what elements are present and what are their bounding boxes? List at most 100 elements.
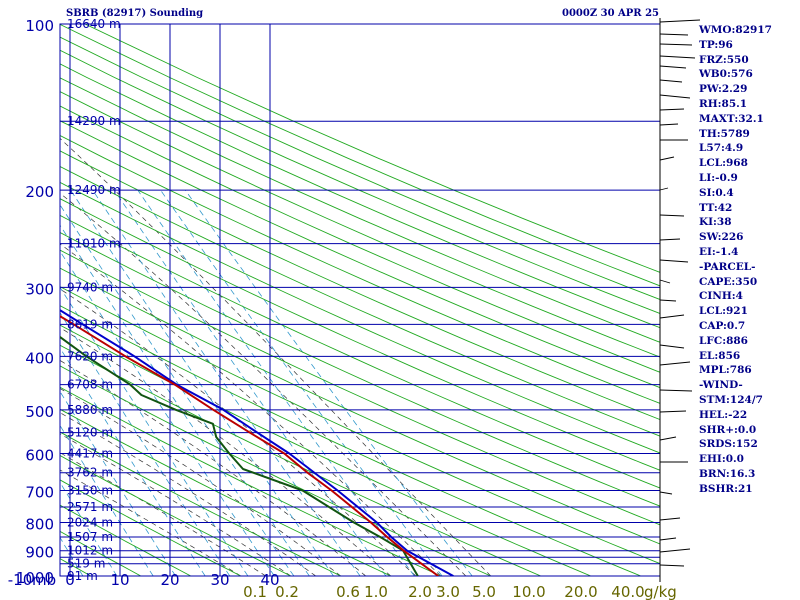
mixing-ratio-label: 2.0 — [408, 583, 432, 600]
height-label: 5120 m — [67, 426, 113, 440]
temperature-tick-label: 30 — [210, 571, 229, 589]
mixing-ratio-label: 1.0 — [364, 583, 388, 600]
temperature-tick-label: 10 — [110, 571, 129, 589]
wind-barb — [659, 389, 693, 392]
stability-index: LFC:886 — [699, 334, 748, 347]
height-label: 7620 m — [67, 349, 113, 363]
wind-barb — [659, 55, 696, 59]
stability-indices-list: WMO:82917 TP:96 FRZ:550 WB0:576 PW:2.29 RH:85… — [699, 23, 772, 497]
stability-index: EHI:0.0 — [699, 453, 744, 466]
wind-barb — [659, 65, 687, 69]
height-label: 5880 m — [67, 403, 113, 417]
wind-barb — [659, 361, 691, 366]
mixing-ratio-label: 20.0 — [564, 583, 597, 600]
stability-index: SHR+:0.0 — [699, 423, 757, 436]
pressure-tick-label: 900 — [25, 544, 54, 562]
wind-barb — [659, 314, 685, 319]
wind-barb — [659, 564, 685, 567]
height-label: 519 m — [67, 557, 105, 571]
stability-index: L57:4.9 — [699, 142, 744, 155]
pressure-tick-label: 300 — [25, 280, 54, 298]
stability-index: EL:856 — [699, 349, 741, 362]
stability-index: LI:-0.9 — [699, 171, 738, 184]
pressure-tick-label: 200 — [25, 183, 54, 201]
temperature-profile-line — [60, 315, 439, 576]
wind-barb — [659, 436, 677, 441]
stability-index: WB0:576 — [699, 68, 753, 81]
mixing-ratio-label: 0.6 — [336, 583, 360, 600]
wind-barb — [659, 259, 689, 263]
wind-barb — [659, 156, 675, 161]
mixing-ratio-line — [60, 204, 310, 576]
mixing-ratio-line — [60, 250, 275, 576]
wind-barb — [659, 187, 669, 191]
wind-barbs — [659, 18, 701, 582]
stability-index: HEL:-22 — [699, 408, 748, 421]
moist-adiabat — [60, 327, 392, 576]
temperature-tick-label: 0 — [65, 571, 75, 589]
parcel-profile-line — [60, 309, 454, 576]
mixing-ratio-line — [60, 481, 118, 576]
height-label: 2024 m — [67, 516, 113, 530]
stability-index: BRN:16.3 — [699, 467, 756, 480]
height-label: 6708 m — [67, 378, 113, 392]
stability-index: MAXT:32.1 — [699, 112, 764, 125]
stability-index: TP:96 — [699, 38, 733, 51]
pressure-tick-label: 1000 — [16, 569, 54, 587]
mixing-ratio-label: 40.0 — [611, 583, 644, 600]
chart-timestamp: 0000Z 30 APR 25 — [562, 8, 659, 19]
wind-barb — [659, 33, 689, 36]
wind-barb — [659, 410, 687, 413]
dry-adiabat — [60, 49, 660, 314]
wind-barb — [659, 214, 685, 217]
stability-index: EI:-1.4 — [699, 245, 739, 258]
mixing-ratio-label: 0.1 — [243, 583, 267, 600]
chart-title: SBRB (82917) Sounding — [66, 8, 204, 19]
wind-barb — [659, 344, 685, 349]
dry-adiabat — [60, 408, 391, 576]
stability-index: CAP:0.7 — [699, 319, 746, 332]
pressure-tick-label: 500 — [25, 403, 54, 421]
wind-barb — [659, 491, 673, 495]
stability-index: LCL:968 — [699, 157, 748, 170]
pressure-tick-label: 700 — [25, 483, 54, 501]
dry-adiabat — [84, 24, 660, 273]
height-label: 16640 m — [67, 17, 121, 31]
wind-barb — [659, 94, 691, 99]
sounding-profiles — [60, 309, 454, 576]
wind-barb — [659, 238, 681, 241]
height-label: 2571 m — [67, 500, 113, 514]
temperature-tick-label: -10 — [8, 571, 33, 589]
plot-frame — [59, 23, 661, 577]
height-label: 8619 m — [67, 317, 113, 331]
height-label: 14290 m — [67, 114, 121, 128]
mixing-ratio-line — [160, 189, 443, 576]
mixing-ratio-unit: g/kg — [644, 583, 677, 600]
height-label: 11010 m — [67, 237, 121, 251]
pressure-tick-label: 800 — [25, 516, 54, 534]
mixing-ratio-line — [70, 189, 334, 576]
mixing-ratio-line — [92, 189, 361, 576]
stability-index: SRDS:152 — [699, 438, 758, 451]
wind-barb — [659, 79, 683, 83]
pressure-unit-label: mb — [32, 571, 56, 589]
mixing-ratio-label: 3.0 — [436, 583, 460, 600]
pressure-tick-label: 600 — [25, 447, 54, 465]
pressure-tick-label: 400 — [25, 349, 54, 367]
stability-index: CINH:4 — [699, 290, 743, 303]
stability-index: MPL:786 — [699, 364, 752, 377]
wind-barb — [659, 123, 679, 126]
wind-barb — [659, 108, 685, 111]
wind-barb — [659, 43, 693, 46]
stability-index: STM:124/7 — [699, 393, 763, 406]
mixing-ratio-label: 0.2 — [275, 583, 299, 600]
stability-index: WMO:82917 — [699, 24, 772, 36]
pressure-temperature-grid — [59, 23, 661, 577]
height-label: 12490 m — [67, 183, 121, 197]
stability-index: CAPE:350 — [699, 275, 758, 288]
wind-barb — [659, 299, 677, 302]
wind-barb — [659, 537, 677, 541]
temperature-tick-label: 40 — [260, 571, 279, 589]
